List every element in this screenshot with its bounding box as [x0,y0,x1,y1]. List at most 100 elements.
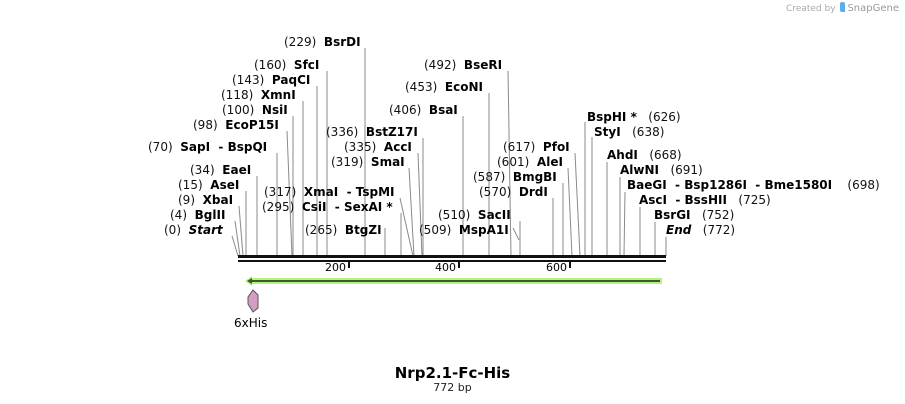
cut-line-bseri [507,70,512,257]
site-ecop15i[interactable]: (98) EcoP15I [193,118,279,132]
site-nsii[interactable]: (100) NsiI [222,103,288,117]
site-bseri[interactable]: (492) BseRI [424,58,502,72]
backbone-top-strand [238,255,666,258]
sequence-title: Nrp2.1-Fc-His [394,364,511,382]
cut-line-smai [408,167,415,257]
site-name: PaqCI [271,73,311,87]
snapgene-logo-icon [840,2,846,12]
site-xbai[interactable]: (9) XbaI [178,193,233,207]
cut-line-xmai [399,197,414,257]
site-acci[interactable]: (335) AccI [344,140,412,154]
site-pos: (0) [164,223,181,237]
site-name: NsiI [261,103,288,117]
site-start[interactable]: (0) Start [164,223,223,237]
site-name: BaeGI - Bsp1286I - Bme1580I [627,178,833,192]
site-asei[interactable]: (15) AseI [178,178,239,192]
site-bsai[interactable]: (406) BsaI [389,103,458,117]
site-pos: (492) [424,58,457,72]
site-name: BsrDI [323,35,361,49]
site-baegi-bsp1286i-bme1580i[interactable]: BaeGI - Bsp1286I - Bme1580I (698) [627,178,880,192]
site-name: EaeI [222,163,252,177]
site-name: AhdI [607,148,638,162]
site-pos: (601) [497,155,530,169]
site-name: AlwNI [620,163,659,177]
site-drdi[interactable]: (570) DrdI [479,185,548,199]
site-name: AleI [536,155,563,169]
site-bglii[interactable]: (4) BglII [170,208,225,222]
site-pos: (698) [847,178,880,192]
site-xmai-tspmi[interactable]: (317) XmaI - TspMI [264,185,394,199]
site-pos: (336) [326,125,359,139]
snapgene-watermark: Created by SnapGene [786,2,899,14]
site-sapi-bspqi[interactable]: (70) SapI - BspQI [148,140,267,154]
site-name: SmaI [370,155,405,169]
site-mspa1i[interactable]: (509) MspA1I [419,223,509,237]
tick-400 [458,260,460,268]
site-pfoi[interactable]: (617) PfoI [503,140,570,154]
site-name: End [666,223,692,237]
site-name: PfoI [542,140,570,154]
site-name: SacII [477,208,511,222]
site-xmni[interactable]: (118) XmnI [221,88,296,102]
site-bstz17i[interactable]: (336) BstZ17I [326,125,418,139]
site-pos: (34) [190,163,215,177]
site-ahdi[interactable]: AhdI (668) [607,148,682,162]
site-bsrdi[interactable]: (229) BsrDI [284,35,361,49]
site-name: BstZ17I [365,125,418,139]
site-pos: (587) [473,170,506,184]
site-sfci[interactable]: (160) SfcI [254,58,319,72]
site-eaei[interactable]: (34) EaeI [190,163,251,177]
site-pos: (295) [262,200,295,214]
site-name: EcoP15I [225,118,279,132]
site-pos: (317) [264,185,297,199]
site-paqci[interactable]: (143) PaqCI [232,73,310,87]
site-pos: (265) [305,223,338,237]
cut-line-ecop15i [286,130,293,257]
tick-600 [569,260,571,268]
site-name: AscI - BssHII [639,193,727,207]
site-name: XbaI [202,193,234,207]
site-end[interactable]: End (772) [666,223,735,237]
feature-6xhis-label: 6xHis [234,316,268,330]
site-name: BseRI [463,58,503,72]
site-name: EcoNI [444,80,483,94]
site-alwni[interactable]: AlwNI (691) [620,163,703,177]
feature-6xhis-shape[interactable] [247,289,259,313]
site-pos: (638) [632,125,665,139]
site-smai[interactable]: (319) SmaI [331,155,405,169]
site-alei[interactable]: (601) AleI [497,155,563,169]
site-sacii[interactable]: (510) SacII [438,208,511,222]
site-pos: (509) [419,223,452,237]
site-bsphi[interactable]: BspHI * (626) [587,110,681,124]
site-name: DrdI [518,185,548,199]
site-pos: (9) [178,193,195,207]
site-name: XmnI [260,88,296,102]
site-name: BsrGI [654,208,691,222]
cut-line-bglii [234,220,241,257]
cut-line-alei [567,167,573,257]
site-name: BspHI * [587,110,637,124]
orf-arrow[interactable] [245,276,662,286]
site-pos: (752) [701,208,735,222]
watermark-brand: SnapGene [847,3,899,14]
site-pos: (691) [670,163,703,177]
site-asci-bsshii[interactable]: AscI - BssHII (725) [639,193,771,207]
site-btgzi[interactable]: (265) BtgZI [305,223,382,237]
site-econi[interactable]: (453) EcoNI [405,80,483,94]
site-pos: (229) [284,35,317,49]
site-pos: (160) [254,58,287,72]
site-name: XmaI - TspMI [303,185,395,199]
site-styi[interactable]: StyI (638) [594,125,664,139]
site-pos: (118) [221,88,254,102]
cut-site-lines [231,48,667,257]
site-pos: (335) [344,140,377,154]
cut-line-baegi [623,191,626,257]
site-name: CsiI - SexAI * [301,200,393,214]
site-bsrgi[interactable]: BsrGI (752) [654,208,734,222]
site-bmgbi[interactable]: (587) BmgBI [473,170,557,184]
site-csii-sexai[interactable]: (295) CsiI - SexAI * [262,200,393,214]
tick-label-600: 600 [546,261,567,274]
site-pos: (100) [222,103,255,117]
site-pos: (453) [405,80,438,94]
